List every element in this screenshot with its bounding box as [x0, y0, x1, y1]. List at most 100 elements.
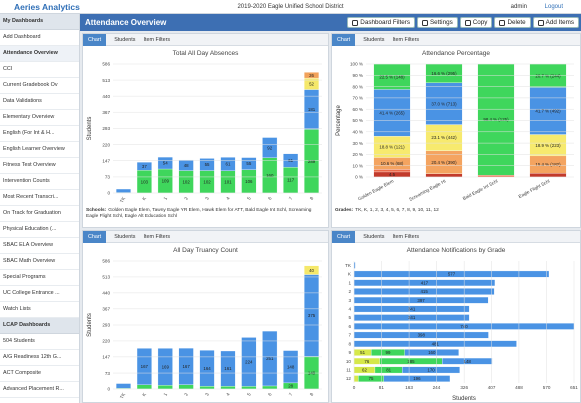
- bar-segment: [115, 383, 131, 389]
- button-label: Copy: [472, 18, 488, 26]
- y-tick-label: 367: [102, 110, 110, 115]
- nav-item[interactable]: English Learner Overview: [0, 142, 79, 158]
- nav-item[interactable]: Elementary Overview: [0, 110, 79, 126]
- tab[interactable]: Chart: [83, 230, 107, 243]
- data-label: 10.6 % (68): [381, 161, 404, 166]
- nav-item[interactable]: Watch Lists: [0, 302, 79, 318]
- bar-segment: [373, 64, 411, 90]
- y-tick-label: 100 %: [350, 62, 363, 67]
- icon: [499, 19, 506, 26]
- bar-segment: [354, 305, 470, 313]
- y-tick-label: 0: [107, 191, 110, 196]
- tab[interactable]: Item Filters: [143, 233, 171, 240]
- nav-item[interactable]: Data Validations: [0, 94, 79, 110]
- data-label: 102: [182, 179, 190, 184]
- bar-segment: [157, 385, 173, 389]
- chart-title: Attendance Notifications by Grade: [407, 247, 506, 254]
- tab[interactable]: Item Filters: [392, 36, 420, 43]
- tab[interactable]: Item Filters: [143, 36, 171, 43]
- button[interactable]: Copy: [459, 17, 493, 28]
- bar-segment: [199, 350, 215, 387]
- nav-item[interactable]: Attendance Overview: [0, 46, 79, 62]
- button[interactable]: Dashboard Filters: [347, 17, 415, 28]
- nav-item[interactable]: Special Programs: [0, 270, 79, 286]
- nav-item[interactable]: Most Recent Transcri...: [0, 190, 79, 206]
- tab[interactable]: Students: [114, 233, 136, 240]
- x-tick-label: 407: [488, 385, 496, 390]
- nav-item[interactable]: Add Dashboard: [0, 30, 79, 46]
- data-label: 148: [287, 364, 295, 369]
- footer-text: TK, K, 1, 2, 3, 4, 5, 6, 7, 8, 9, 10, 11…: [355, 208, 439, 213]
- data-label: 101: [224, 179, 232, 184]
- section-header: LCAP Dashboards: [0, 318, 79, 334]
- data-label: 161: [224, 366, 232, 371]
- nav-item[interactable]: UC College Entrance ...: [0, 286, 79, 302]
- user[interactable]: admin: [510, 4, 527, 10]
- bar-segment: [373, 169, 411, 173]
- icon-shape: [464, 19, 471, 26]
- nav-item[interactable]: English (For Int & H...: [0, 126, 79, 142]
- data-label: 289: [308, 159, 316, 164]
- nav-item[interactable]: Current Gradebook Ov: [0, 78, 79, 94]
- data-label: 341: [408, 307, 416, 312]
- icon: [537, 19, 544, 26]
- tab[interactable]: Chart: [83, 33, 107, 46]
- button[interactable]: Delete: [494, 17, 531, 28]
- panel: Chart Students Item Filters Attendance Noti…: [331, 230, 581, 403]
- logo[interactable]: Aeries Analytics: [14, 2, 80, 12]
- data-label: 20.4 % (390): [431, 160, 457, 165]
- tab[interactable]: Students: [363, 36, 385, 43]
- panel: Chart Students Item Filters Total All Day A…: [82, 33, 329, 228]
- tab[interactable]: Chart: [332, 230, 356, 243]
- y-tick-label: 50 %: [353, 118, 363, 123]
- nav-item[interactable]: Fitness Test Overview: [0, 158, 79, 174]
- logout[interactable]: Logout: [544, 4, 563, 10]
- bar-segment: [354, 279, 496, 287]
- nav-item[interactable]: ACT Composite: [0, 366, 79, 382]
- data-label: 18.8 % (121): [379, 144, 405, 149]
- nav-item[interactable]: Intervention Counts: [0, 174, 79, 190]
- y-tick-label: 0: [107, 387, 110, 392]
- y-tick-label: 7: [348, 333, 351, 338]
- nav-item[interactable]: Physical Education (...: [0, 222, 79, 238]
- y-tick-label: 20 %: [353, 152, 363, 157]
- x-tick-label: 163: [405, 385, 413, 390]
- data-label: 417: [421, 280, 429, 285]
- nav-item[interactable]: SBAC ELA Overview: [0, 238, 79, 254]
- y-tick-label: 70 %: [353, 96, 363, 101]
- tab[interactable]: Item Filters: [392, 233, 420, 240]
- nav-item[interactable]: Advanced Placement R...: [0, 382, 79, 398]
- data-label: 170: [427, 368, 435, 373]
- nav-item[interactable]: CCI: [0, 62, 79, 78]
- nav-item[interactable]: 504 Students: [0, 334, 79, 350]
- tab[interactable]: Students: [363, 233, 385, 240]
- data-label: 109: [162, 179, 170, 184]
- x-tick-label: 651: [570, 385, 578, 390]
- tab[interactable]: Students: [114, 36, 136, 43]
- bar-segment: [199, 158, 215, 171]
- bar-segment: [354, 288, 495, 295]
- icon: [464, 19, 471, 26]
- tab-bar: Chart Students Item Filters: [83, 230, 328, 243]
- y-tick-label: 586: [102, 62, 110, 67]
- button[interactable]: Settings: [416, 17, 458, 28]
- y-tick-label: 90 %: [353, 73, 363, 78]
- nav-item[interactable]: On Track for Graduation: [0, 206, 79, 222]
- tab[interactable]: Chart: [332, 33, 356, 46]
- plot: 103 109 102 102 101 106 160 117 289 37 54 48 55 61 55 9…: [115, 72, 320, 193]
- x-tick-label: 2: [183, 196, 189, 201]
- button[interactable]: Add Items: [532, 17, 579, 28]
- bar-segment: [529, 173, 567, 177]
- nav-item[interactable]: A/G Readiness 12th G...: [0, 350, 79, 366]
- y-tick-label: 9: [348, 350, 351, 355]
- x-tick-label: 4: [225, 196, 231, 201]
- data-label: 41.4 % (265): [379, 110, 405, 115]
- tab-bar: Chart Students Item Filters: [332, 230, 580, 243]
- bar-segment: [402, 366, 460, 374]
- data-label: 16.6 % (295): [431, 71, 457, 76]
- x-tick-label: 8: [309, 196, 315, 201]
- nav-item[interactable]: SBAC Math Overview: [0, 254, 79, 270]
- bar-segment: [262, 385, 278, 389]
- bar-segment: [136, 348, 152, 385]
